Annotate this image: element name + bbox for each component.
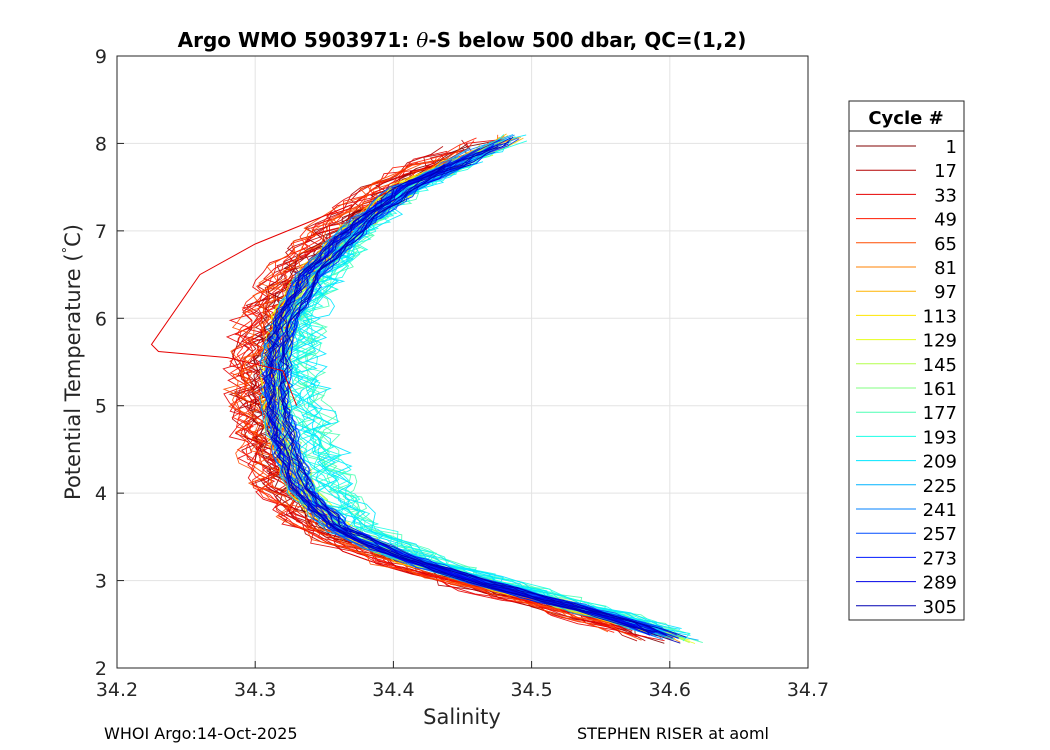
y-tick-label: 4 [95, 483, 107, 505]
y-tick-label: 3 [95, 571, 107, 593]
title-theta-symbol: θ [416, 28, 428, 52]
x-tick-label: 34.7 [787, 679, 829, 701]
title-prefix: Argo WMO 5903971: [178, 28, 417, 52]
profile-line-outlier [150, 204, 353, 406]
legend-label-305: 305 [923, 597, 957, 618]
legend-label-241: 241 [923, 500, 957, 521]
legend-label-129: 129 [923, 331, 957, 352]
profile-line-cycle-305 [263, 167, 658, 633]
profile-line-cycle-305 [264, 164, 681, 644]
profile-line-cycle-33 [243, 161, 647, 638]
profile-lines [150, 133, 703, 644]
legend-label-193: 193 [923, 427, 957, 448]
footer-date: WHOI Argo:14-Oct-2025 [104, 724, 298, 743]
x-tick-label: 34.3 [234, 679, 276, 701]
x-tick-label: 34.6 [649, 679, 691, 701]
profile-line-cycle-49 [229, 161, 615, 628]
legend-items: 1 17 33 49 65 81 97 113 129 145 161 177 193 209 225 241… [856, 137, 957, 618]
profile-line-cycle-65 [231, 143, 642, 641]
y-label-degree: ° [61, 247, 76, 254]
legend-label-273: 273 [923, 548, 957, 569]
legend-label-65: 65 [934, 234, 957, 255]
profile-line-cycle-305 [266, 145, 650, 634]
profile-line-cycle-305 [279, 143, 655, 630]
profile-line-cycle-305 [277, 136, 687, 638]
y-label-suffix: C) [61, 224, 85, 247]
legend-label-1: 1 [946, 137, 957, 158]
y-label-prefix: Potential Temperature ( [61, 253, 85, 500]
y-axis-label: Potential Temperature (°C) [61, 224, 85, 500]
title-suffix: -S below 500 dbar, QC=(1,2) [428, 28, 746, 52]
y-tick-label: 5 [95, 396, 107, 418]
profile-line-cycle-289 [267, 137, 641, 629]
x-tick-label: 34.4 [372, 679, 414, 701]
y-tick-label: 7 [95, 221, 107, 243]
profile-line-cycle-209 [289, 152, 681, 630]
x-tick-label: 34.5 [510, 679, 552, 701]
plot-frame [116, 55, 809, 669]
legend-label-289: 289 [923, 573, 957, 594]
profile-line-cycle-305 [279, 163, 668, 636]
y-tick-label: 8 [95, 133, 107, 155]
legend-label-113: 113 [923, 306, 957, 327]
profile-line-cycle-225 [258, 156, 652, 635]
x-axis-label: Salinity [423, 705, 501, 729]
legend-label-81: 81 [934, 258, 957, 279]
legend-label-145: 145 [923, 355, 957, 376]
profile-line-cycle-65 [222, 163, 609, 633]
legend-label-33: 33 [934, 185, 957, 206]
x-tick-label: 34.2 [96, 679, 138, 701]
legend-label-161: 161 [923, 379, 957, 400]
legend: Cycle # 1 17 33 49 65 81 97 113 129 145 161 177 193 2… [848, 100, 965, 621]
y-tick-label: 6 [95, 308, 107, 330]
chart-title: Argo WMO 5903971: θ-S below 500 dbar, QC… [178, 28, 747, 52]
legend-label-17: 17 [934, 161, 957, 182]
footer-credit: STEPHEN RISER at aoml [577, 724, 769, 743]
legend-label-257: 257 [923, 524, 957, 545]
legend-label-97: 97 [934, 282, 957, 303]
legend-label-177: 177 [923, 403, 957, 424]
legend-label-209: 209 [923, 452, 957, 473]
legend-label-49: 49 [934, 210, 957, 231]
y-tick-label: 9 [95, 46, 107, 68]
legend-label-225: 225 [923, 476, 957, 497]
axis-ticks: 34.2 34.3 34.4 34.5 34.6 34.7 2 3 4 5 6 7 8 9 [95, 46, 829, 701]
legend-title: Cycle # [868, 108, 943, 129]
y-tick-label: 2 [95, 658, 107, 680]
